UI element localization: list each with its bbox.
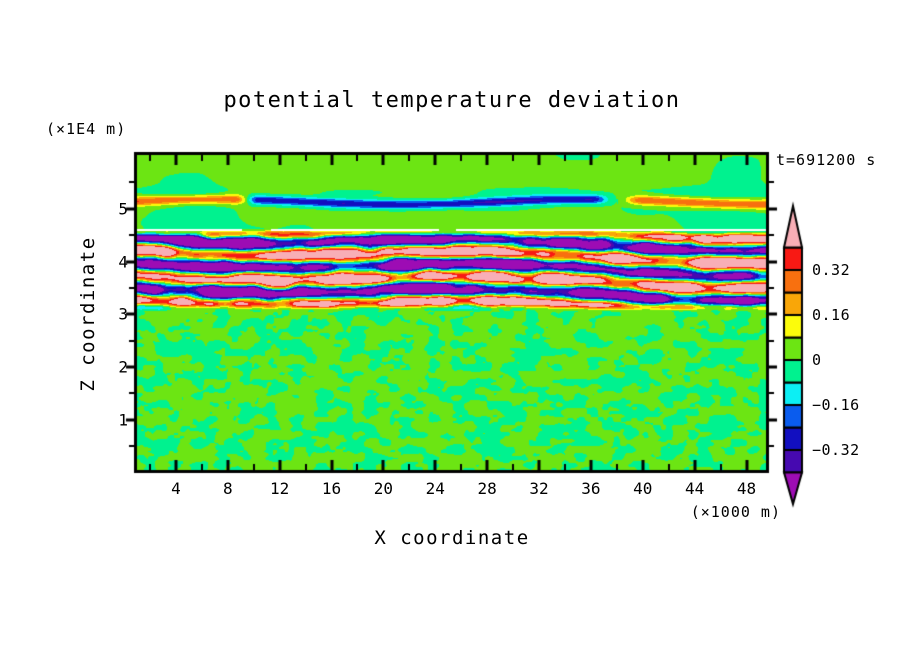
- y-tick-label: 4: [118, 252, 128, 272]
- x-tick-label: 28: [477, 479, 497, 498]
- x-tick-label: 20: [373, 479, 394, 498]
- x-tick-label: 4: [171, 479, 181, 498]
- x-tick-label: 8: [222, 479, 233, 498]
- y-tick-label: 5: [118, 199, 128, 219]
- y-tick-label: 1: [118, 410, 128, 430]
- x-tick-label: 48: [736, 479, 757, 498]
- y-axis-unit-label: (×1E4 m): [46, 120, 127, 138]
- colorbar-tick-label: −0.16: [812, 396, 860, 414]
- y-tick-label: 3: [118, 304, 128, 324]
- x-axis-unit-label: (×1000 m): [690, 503, 781, 521]
- y-tick-label: 2: [118, 357, 128, 377]
- colorbar-tick-label: −0.32: [812, 441, 860, 459]
- x-axis-title: X coordinate: [374, 527, 530, 549]
- colorbar-tick-label: 0.32: [812, 261, 851, 279]
- x-tick-label: 24: [425, 479, 445, 498]
- x-tick-label: 16: [321, 479, 342, 498]
- plot-title: potential temperature deviation: [223, 88, 681, 113]
- x-tick-label: 36: [581, 479, 601, 498]
- x-tick-label: 40: [633, 479, 653, 498]
- x-tick-label: 32: [529, 479, 549, 498]
- x-tick-label: 12: [270, 479, 290, 498]
- colorbar-tick-label: 0: [812, 351, 822, 369]
- time-annotation: t=691200 s: [776, 151, 877, 169]
- colorbar-tick-label: 0.16: [812, 306, 851, 324]
- x-tick-label: 44: [685, 479, 705, 498]
